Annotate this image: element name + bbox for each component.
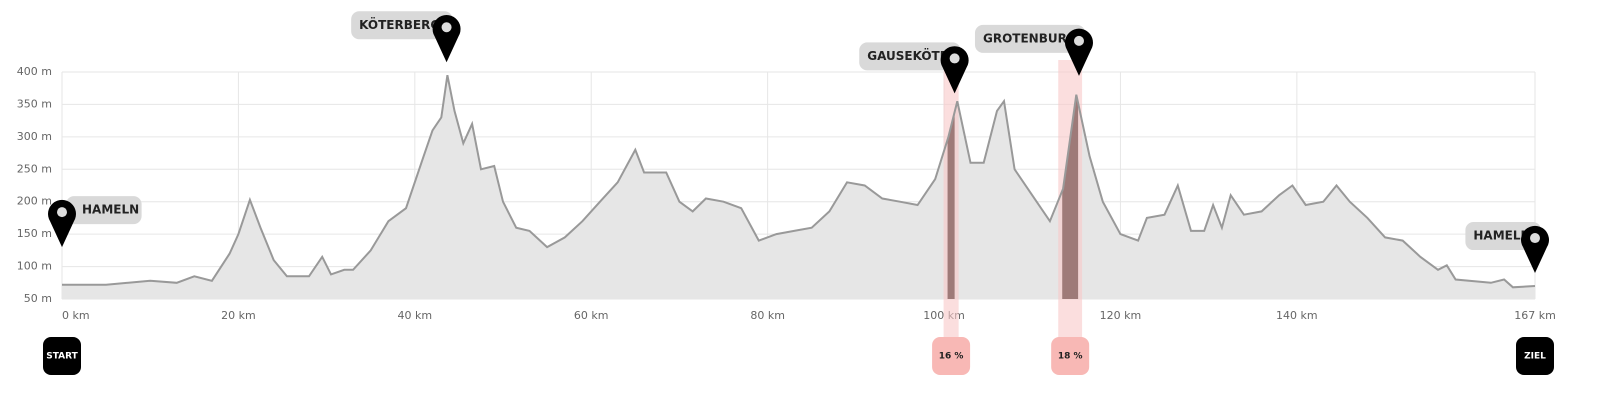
- pin-dot: [1073, 35, 1084, 46]
- pin: [432, 15, 461, 63]
- pin-dot: [1530, 233, 1540, 244]
- badge-label: START: [46, 352, 78, 362]
- pin-label-box: [974, 24, 1085, 53]
- pin-label: GROTENBURG: [983, 31, 1077, 45]
- pin-label: KÖTERBERG: [359, 17, 440, 32]
- steep-badge: [1051, 337, 1090, 375]
- y-tick-label: 150 m: [17, 227, 52, 240]
- steep-label: 16 %: [939, 352, 964, 362]
- pin: [1521, 225, 1550, 274]
- steep-badge: [932, 337, 971, 375]
- pin: [48, 199, 77, 248]
- x-tick-label: 0 km: [62, 309, 90, 322]
- badge-label: ZIEL: [1524, 352, 1546, 362]
- pin-label-box: [859, 42, 961, 71]
- x-tick-label: 140 km: [1276, 309, 1318, 322]
- badge-box: [43, 337, 81, 375]
- badge-box: [1516, 337, 1554, 375]
- y-tick-label: 400 m: [17, 65, 52, 78]
- steep-fill: [947, 75, 955, 299]
- x-tick-label: 120 km: [1100, 309, 1142, 322]
- pin-dot: [441, 22, 452, 33]
- pin-label-box: [351, 11, 453, 40]
- y-tick-label: 100 m: [17, 260, 52, 273]
- y-tick-label: 350 m: [17, 97, 52, 110]
- steep-label: 18 %: [1058, 352, 1083, 362]
- pin-label: HAMELN: [1473, 229, 1530, 243]
- elevation-line: [62, 75, 1536, 289]
- y-tick-label: 200 m: [17, 195, 52, 208]
- pin: [940, 46, 969, 94]
- y-tick-label: 300 m: [17, 130, 52, 143]
- y-tick-label: 50 m: [24, 292, 52, 305]
- elevation-area: [62, 75, 1535, 299]
- x-tick-label: 167 km: [1514, 309, 1556, 322]
- pin-dot: [57, 207, 67, 218]
- x-tick-label: 20 km: [221, 309, 256, 322]
- x-tick-label: 60 km: [574, 309, 609, 322]
- x-tick-label: 40 km: [398, 309, 433, 322]
- pin: [1064, 28, 1093, 76]
- pin-label-box: [66, 196, 142, 225]
- pin-label: GAUSEKÖTE: [867, 48, 948, 63]
- pin-label: HAMELN: [82, 203, 139, 217]
- y-tick-label: 250 m: [17, 162, 52, 175]
- pin-dot: [949, 53, 960, 64]
- x-tick-label: 80 km: [750, 309, 785, 322]
